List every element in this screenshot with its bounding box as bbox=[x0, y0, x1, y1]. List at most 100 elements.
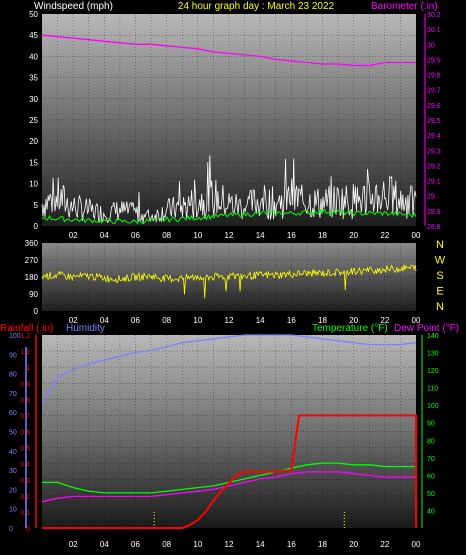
rain-y-tick: 1 bbox=[26, 365, 30, 372]
temp-marks bbox=[41, 334, 417, 529]
temp-y-tick: 70 bbox=[427, 456, 435, 463]
x-tick-label: 06 bbox=[131, 316, 140, 325]
baro-y-tick: 29 bbox=[427, 194, 435, 201]
windspeed-title: Windspeed (mph) bbox=[34, 1, 113, 12]
rain-y-tick: 1.2 bbox=[20, 333, 30, 340]
rain-y-tick: 0.1 bbox=[20, 510, 30, 517]
barometer-line bbox=[41, 34, 416, 67]
humidity-y-tick: 20 bbox=[9, 487, 17, 494]
wind-y-tick: 30 bbox=[29, 95, 38, 104]
baro-y-tick: 28.8 bbox=[427, 224, 441, 231]
humidity-y-tick: 0 bbox=[9, 526, 13, 533]
axes-labels: 0510152025303540455028.828.92929.129.229… bbox=[9, 10, 441, 549]
wind-y-tick: 50 bbox=[29, 10, 38, 19]
temp-grid bbox=[42, 335, 416, 528]
dir-y-tick: 90 bbox=[29, 290, 38, 299]
x-tick-label: 00 bbox=[412, 316, 421, 325]
temp-y-tick: 140 bbox=[427, 333, 439, 340]
x-tick-label: 02 bbox=[69, 231, 78, 240]
wind-y-tick: 0 bbox=[34, 222, 39, 231]
wind-grid bbox=[42, 14, 416, 226]
rain-y-tick: 0.4 bbox=[20, 462, 30, 469]
x-tick-label: 16 bbox=[287, 540, 296, 549]
wind-marks bbox=[41, 34, 417, 225]
humidity-y-tick: 30 bbox=[9, 468, 17, 475]
dir-y-tick: 360 bbox=[25, 239, 39, 248]
x-tick-label: 06 bbox=[131, 540, 140, 549]
direction-letter: E bbox=[436, 286, 443, 298]
temp-y-tick: 130 bbox=[427, 351, 439, 358]
humidity-y-tick: 40 bbox=[9, 449, 17, 456]
humidity-y-tick: 70 bbox=[9, 391, 17, 398]
direction-letter: W bbox=[435, 255, 446, 267]
chart-title: 24 hour graph day : March 23 2022 bbox=[178, 1, 335, 12]
rain-y-tick: 0.6 bbox=[20, 430, 30, 437]
dir-y-tick: 180 bbox=[25, 273, 39, 282]
baro-y-tick: 30 bbox=[427, 42, 435, 49]
x-tick-label: 06 bbox=[131, 231, 140, 240]
temp-y-tick: 50 bbox=[427, 491, 435, 498]
barometer-title: Barometer (.in) bbox=[371, 1, 438, 12]
x-tick-label: 16 bbox=[287, 316, 296, 325]
x-tick-label: 12 bbox=[225, 540, 234, 549]
humidity-y-tick: 100 bbox=[9, 333, 21, 340]
baro-y-tick: 29.5 bbox=[427, 118, 441, 125]
dir-y-tick: 0 bbox=[34, 307, 39, 316]
rain-y-tick: 0.9 bbox=[20, 381, 30, 388]
direction-marks bbox=[41, 264, 417, 299]
x-tick-label: 08 bbox=[162, 540, 171, 549]
x-tick-label: 18 bbox=[318, 540, 327, 549]
humidity-y-tick: 50 bbox=[9, 430, 17, 437]
wind-y-tick: 25 bbox=[29, 116, 38, 125]
wind-y-tick: 5 bbox=[34, 201, 39, 210]
baro-y-tick: 29.4 bbox=[427, 133, 441, 140]
temp-y-tick: 110 bbox=[427, 386, 438, 393]
direction-letter: N bbox=[436, 239, 444, 251]
x-tick-label: 12 bbox=[225, 231, 234, 240]
direction-letter: N bbox=[436, 301, 444, 313]
temp-y-tick: 120 bbox=[427, 368, 439, 375]
x-tick-label: 02 bbox=[69, 540, 78, 549]
wind-y-tick: 40 bbox=[29, 52, 38, 61]
wind-y-tick: 15 bbox=[29, 158, 38, 167]
temp-y-tick: 100 bbox=[427, 403, 439, 410]
baro-y-tick: 29.7 bbox=[427, 88, 441, 95]
x-tick-label: 18 bbox=[318, 316, 327, 325]
x-tick-label: 22 bbox=[380, 231, 389, 240]
x-tick-label: 00 bbox=[412, 540, 421, 549]
direction-letter: S bbox=[436, 270, 443, 282]
x-tick-label: 20 bbox=[349, 316, 358, 325]
x-tick-label: 20 bbox=[349, 540, 358, 549]
x-tick-label: 10 bbox=[193, 316, 202, 325]
x-tick-label: 20 bbox=[349, 231, 358, 240]
wind-y-tick: 45 bbox=[29, 31, 38, 40]
humidity-y-tick: 60 bbox=[9, 410, 17, 417]
rain-y-tick: 0.8 bbox=[20, 397, 30, 404]
dewpoint-title: Dew Point (°F) bbox=[394, 323, 459, 334]
x-tick-label: 16 bbox=[287, 231, 296, 240]
temp-y-tick: 80 bbox=[427, 438, 435, 445]
x-tick-label: 04 bbox=[100, 540, 109, 549]
rainfall-title: Rainfall (.in) bbox=[0, 323, 53, 334]
rain-y-tick: 0.5 bbox=[20, 446, 30, 453]
humidity-y-tick: 90 bbox=[9, 352, 17, 359]
baro-y-tick: 29.1 bbox=[427, 179, 441, 186]
rainfall-line bbox=[42, 414, 417, 529]
baro-y-tick: 29.6 bbox=[427, 103, 441, 110]
humidity-y-tick: 80 bbox=[9, 372, 17, 379]
baro-y-tick: 29.8 bbox=[427, 73, 441, 80]
baro-y-tick: 28.9 bbox=[427, 209, 441, 216]
x-tick-label: 04 bbox=[100, 231, 109, 240]
x-tick-label: 14 bbox=[256, 540, 265, 549]
x-tick-label: 10 bbox=[193, 540, 202, 549]
humidity-title: Humidity bbox=[66, 323, 105, 334]
rain-y-tick: 1.1 bbox=[20, 349, 30, 356]
x-tick-label: 14 bbox=[256, 231, 265, 240]
x-tick-label: 02 bbox=[69, 316, 78, 325]
x-tick-label: 08 bbox=[162, 231, 171, 240]
dir-y-tick: 270 bbox=[25, 256, 39, 265]
temperature-title: Temperature (°F) bbox=[312, 323, 388, 334]
x-tick-label: 08 bbox=[162, 316, 171, 325]
windspeed-line bbox=[41, 155, 417, 224]
